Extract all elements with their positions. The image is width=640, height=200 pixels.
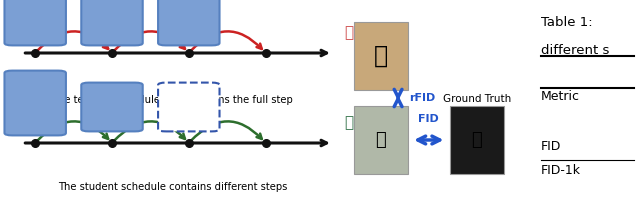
Text: ⏱: ⏱ [344,116,353,130]
FancyBboxPatch shape [4,0,66,45]
Text: FID: FID [541,140,561,153]
Text: Ground Truth: Ground Truth [443,94,511,104]
FancyBboxPatch shape [158,83,220,131]
Text: 🐕: 🐕 [472,131,482,149]
Text: The student schedule contains different steps: The student schedule contains different … [58,182,287,192]
FancyBboxPatch shape [81,83,143,131]
FancyArrowPatch shape [191,31,262,51]
FancyArrowPatch shape [191,121,262,141]
Text: FID: FID [419,114,439,124]
FancyArrowPatch shape [37,31,108,51]
FancyArrowPatch shape [114,121,185,141]
Text: Table 1:: Table 1: [541,16,593,29]
FancyBboxPatch shape [158,0,220,45]
Text: different s: different s [541,44,609,57]
FancyBboxPatch shape [81,0,143,45]
Text: ⏱: ⏱ [344,25,353,40]
FancyBboxPatch shape [354,22,408,90]
FancyBboxPatch shape [450,106,504,174]
FancyArrowPatch shape [114,31,185,51]
Text: The teacher schedule only contains the full step: The teacher schedule only contains the f… [52,95,293,105]
Text: FID-1k: FID-1k [541,164,581,177]
Text: Metric: Metric [541,90,580,103]
FancyArrowPatch shape [37,121,108,141]
Text: 🐕: 🐕 [376,131,386,149]
Text: rFID: rFID [410,93,436,103]
Text: 🐕: 🐕 [374,44,388,68]
FancyBboxPatch shape [4,71,66,135]
FancyBboxPatch shape [354,106,408,174]
